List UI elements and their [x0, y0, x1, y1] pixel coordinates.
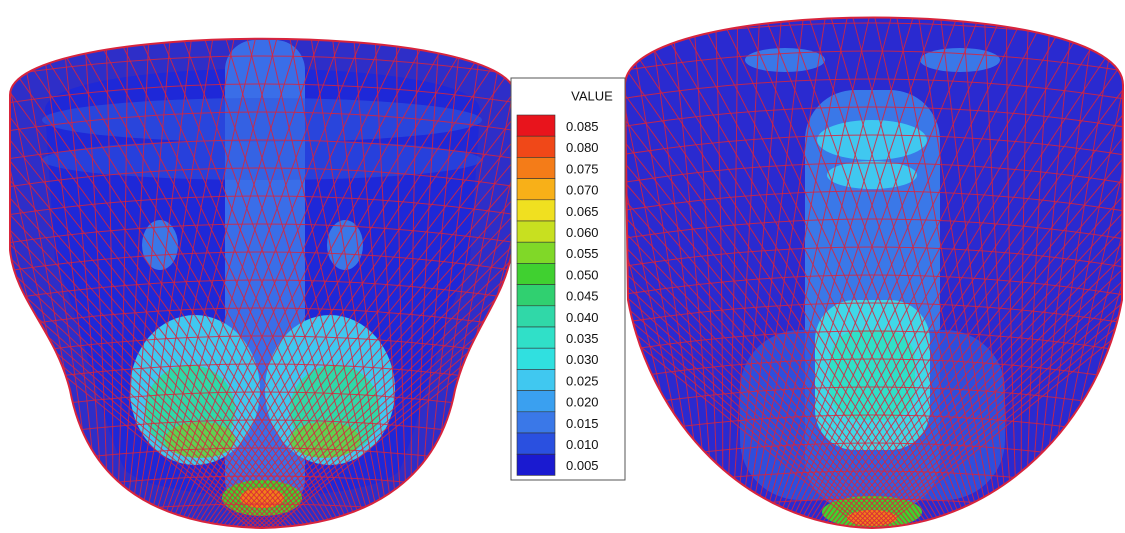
legend-swatch — [517, 327, 555, 348]
legend-swatch — [517, 179, 555, 200]
legend-swatch — [517, 348, 555, 369]
legend-label: 0.030 — [566, 352, 599, 367]
legend-title: VALUE — [571, 88, 613, 103]
legend-label: 0.045 — [566, 289, 599, 304]
mesh-line — [0, 0, 525, 20]
legend-label: 0.005 — [566, 458, 599, 473]
legend-label: 0.075 — [566, 161, 599, 176]
legend-label: 0.080 — [566, 140, 599, 155]
legend-swatch — [517, 391, 555, 412]
legend-swatch — [517, 263, 555, 284]
legend-swatch — [517, 115, 555, 136]
legend-label: 0.015 — [566, 416, 599, 431]
figure: VALUE 0.085 0.080 0.075 0.070 0.065 0.060 0.05… — [0, 0, 1125, 533]
legend-label: 0.035 — [566, 331, 599, 346]
legend-label: 0.040 — [566, 310, 599, 325]
legend-swatch — [517, 306, 555, 327]
legend-swatch — [517, 412, 555, 433]
legend-swatch — [517, 433, 555, 454]
legend-swatch — [517, 285, 555, 306]
legend-label: 0.025 — [566, 373, 599, 388]
legend-swatch — [517, 369, 555, 390]
legend-label: 0.020 — [566, 395, 599, 410]
legend-label: 0.010 — [566, 437, 599, 452]
legend-label: 0.060 — [566, 225, 599, 240]
mesh-line — [620, 0, 1125, 15]
legend-swatch — [517, 454, 555, 475]
legend-swatch — [517, 200, 555, 221]
legend-label: 0.085 — [566, 119, 599, 134]
legend-swatch — [517, 242, 555, 263]
legend-label: 0.070 — [566, 183, 599, 198]
legend-swatch — [517, 157, 555, 178]
legend-swatch — [517, 136, 555, 157]
legend-label: 0.065 — [566, 204, 599, 219]
legend-swatch — [517, 221, 555, 242]
legend-label: 0.050 — [566, 267, 599, 282]
legend-label: 0.055 — [566, 246, 599, 261]
